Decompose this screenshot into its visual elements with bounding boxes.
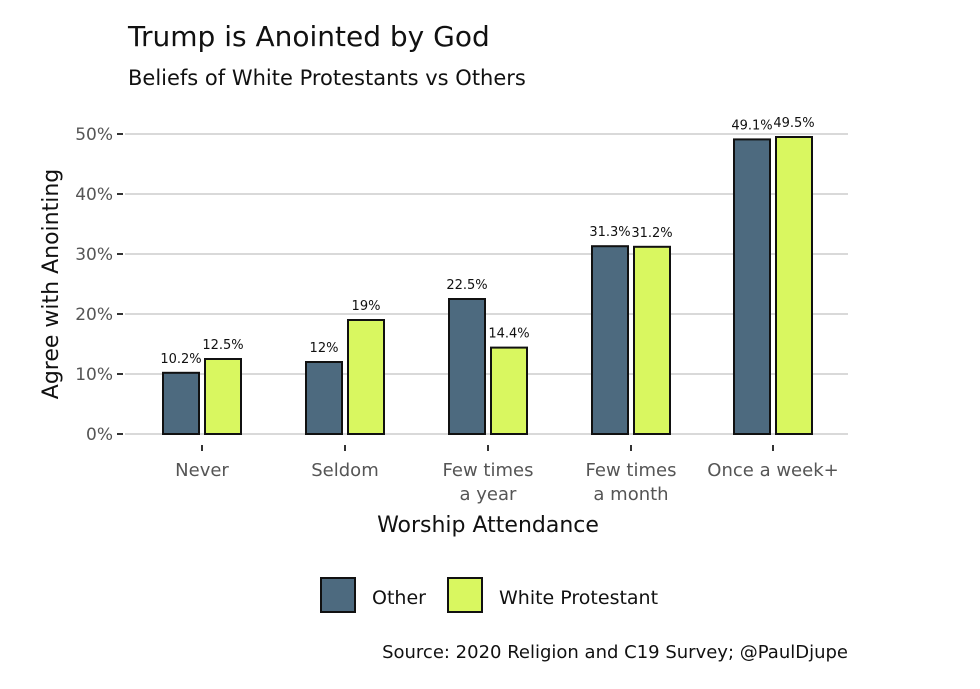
x-tick-label: Few times: [443, 460, 534, 481]
bar-white-protestant: [490, 346, 528, 436]
data-label: 19%: [352, 299, 381, 314]
data-label: 14.4%: [488, 327, 529, 342]
bar-white-protestant: [633, 245, 671, 435]
y-axis-label: Agree with Anointing: [39, 169, 64, 399]
x-tick-label: Never: [175, 460, 229, 481]
data-label: 49.5%: [773, 116, 814, 131]
legend-label: Other: [372, 587, 426, 609]
y-tick-label: 10%: [75, 365, 113, 385]
bar-other: [591, 245, 629, 435]
bar-other: [448, 298, 486, 435]
legend-label: White Protestant: [499, 587, 658, 609]
bar-white-protestant: [775, 136, 813, 435]
bar-other: [733, 138, 771, 435]
x-axis-label: Worship Attendance: [377, 513, 599, 538]
data-label: 22.5%: [446, 278, 487, 293]
y-tick-label: 50%: [75, 125, 113, 145]
bar-white-protestant: [347, 319, 385, 435]
data-label: 31.2%: [631, 226, 672, 241]
legend-swatch: [447, 577, 483, 613]
data-label: 12%: [310, 341, 339, 356]
x-tick-label: Seldom: [311, 460, 378, 481]
y-tick-label: 40%: [75, 185, 113, 205]
caption: Source: 2020 Religion and C19 Survey; @P…: [382, 642, 848, 663]
data-label: 49.1%: [731, 118, 772, 133]
y-tick-label: 20%: [75, 305, 113, 325]
chart-subtitle: Beliefs of White Protestants vs Others: [128, 66, 526, 90]
x-tick-label: Few times: [586, 460, 677, 481]
x-tick-label: a year: [460, 484, 518, 505]
data-label: 10.2%: [160, 352, 201, 367]
legend-swatch: [320, 577, 356, 613]
bar-other: [305, 361, 343, 435]
data-label: 12.5%: [202, 338, 243, 353]
x-tick-label: a month: [593, 484, 668, 505]
data-label: 31.3%: [589, 225, 630, 240]
bar-other: [162, 371, 200, 435]
y-tick-label: 30%: [75, 245, 113, 265]
bar-white-protestant: [204, 358, 242, 435]
x-tick-label: Once a week+: [707, 460, 838, 481]
y-tick-label: 0%: [86, 425, 113, 445]
chart-title: Trump is Anointed by God: [127, 20, 490, 53]
